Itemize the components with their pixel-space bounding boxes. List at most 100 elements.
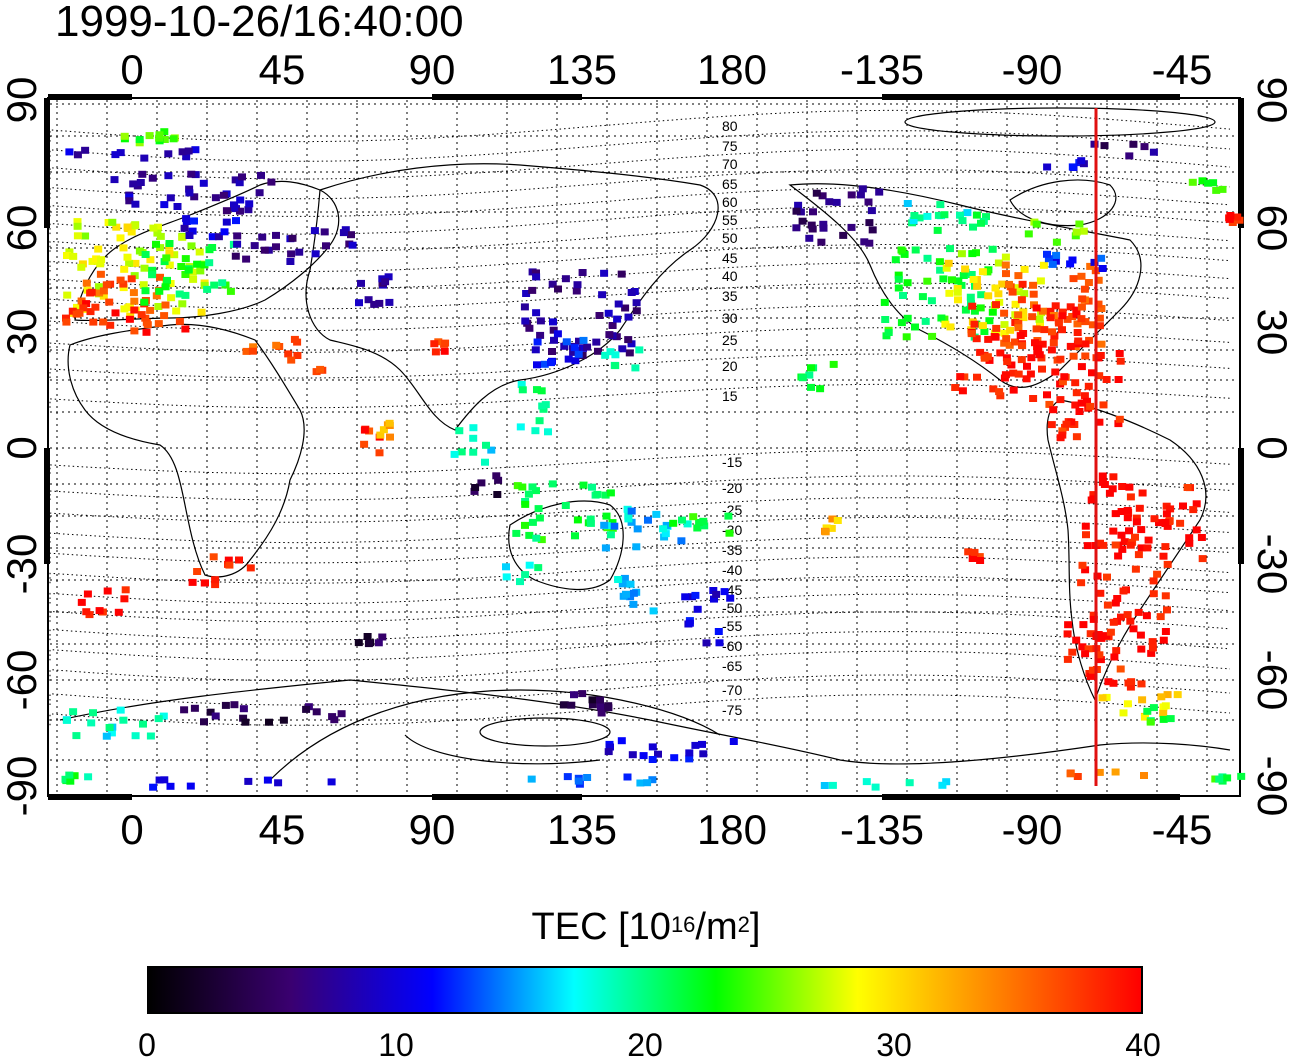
tec-pixel — [320, 228, 329, 236]
tec-pixel — [187, 242, 196, 250]
tec-pixel — [376, 431, 385, 439]
tec-pixel — [81, 146, 90, 154]
tec-pixel — [1014, 272, 1023, 280]
tec-pixel — [1009, 369, 1018, 377]
tec-pixel — [618, 580, 627, 588]
tec-pixel — [985, 356, 994, 364]
tec-pixel — [1020, 290, 1029, 298]
tec-pixel — [948, 276, 956, 284]
tec-pixel — [169, 135, 178, 143]
tec-pixel — [1095, 314, 1104, 322]
tec-pixel — [327, 778, 336, 786]
tec-pixel — [218, 279, 227, 287]
tec-pixel — [532, 273, 541, 281]
tec-pixel — [525, 531, 534, 539]
tec-pixel — [712, 590, 721, 598]
tec-pixel — [1014, 319, 1023, 327]
tec-pixel — [130, 297, 139, 305]
tec-pixel — [994, 290, 1003, 298]
tec-pixel — [1072, 433, 1081, 441]
tec-pixel — [148, 271, 157, 279]
tec-pixel — [648, 756, 657, 763]
tec-pixel — [532, 534, 541, 542]
tec-pixel — [208, 233, 217, 241]
tec-pixel — [1038, 365, 1046, 373]
tec-pixel — [945, 289, 954, 297]
tec-pixel — [588, 701, 597, 709]
tec-pixel — [170, 251, 179, 259]
tec-pixel — [574, 777, 583, 785]
tec-pixel — [1141, 713, 1149, 721]
colorbar-title: TEC [1016/m2] — [0, 905, 1292, 949]
tec-pixel — [1100, 481, 1109, 488]
tec-pixel — [1018, 342, 1027, 350]
tec-pixel — [605, 331, 614, 339]
tec-pixel — [123, 253, 132, 261]
tec-pixel — [152, 292, 161, 300]
tec-pixel — [726, 594, 735, 602]
tec-pixel — [954, 296, 962, 304]
tec-pixel — [978, 268, 987, 276]
tec-pixel — [983, 353, 992, 361]
tec-pixel — [699, 750, 708, 758]
contour-label: -20 — [722, 480, 742, 496]
tec-pixel — [1068, 163, 1077, 171]
tec-pixel — [143, 321, 152, 329]
contour-label: 60 — [722, 194, 738, 210]
tec-pixel — [1103, 601, 1112, 609]
tec-pixel — [69, 708, 78, 716]
tec-pixel — [1094, 276, 1103, 284]
tec-pixel — [1062, 420, 1071, 428]
tec-pixel — [455, 427, 464, 435]
tec-pixel — [1014, 324, 1023, 332]
tec-pixel — [310, 227, 319, 235]
tec-pixel — [1125, 152, 1134, 160]
colorbar-tick-label: 10 — [378, 1027, 414, 1063]
tec-pixel — [1077, 315, 1086, 323]
tec-pixel — [1048, 328, 1056, 336]
tec-pixel — [611, 351, 620, 359]
tec-pixel — [1088, 321, 1097, 329]
tec-pixel — [379, 426, 388, 434]
contour-label: -40 — [722, 562, 742, 578]
tec-pixel — [578, 269, 587, 276]
tec-pixel — [1117, 613, 1125, 621]
tec-pixel — [1161, 628, 1170, 635]
contour-label: 80 — [722, 118, 738, 134]
tec-pixel — [209, 553, 218, 561]
tec-pixel — [1001, 371, 1010, 379]
coast-europe — [74, 180, 340, 322]
tec-pixel — [156, 232, 165, 240]
lon-tick-bottom: 135 — [547, 806, 617, 853]
lon-tick-bottom: -45 — [1152, 806, 1213, 853]
tec-pixel — [586, 515, 595, 523]
tec-pixel — [1197, 534, 1206, 541]
tec-pixel — [1046, 314, 1055, 322]
tec-pixel — [1212, 186, 1221, 194]
tec-pixel — [225, 561, 234, 569]
tec-pixel — [95, 289, 104, 297]
contour-line — [49, 353, 1231, 379]
tec-pixel — [62, 314, 70, 322]
contour-line — [49, 556, 1231, 584]
tec-pixel — [533, 361, 541, 369]
tec-pixel — [534, 505, 543, 513]
tec-pixel — [1086, 672, 1095, 680]
tec-pixel — [1034, 345, 1043, 352]
tec-pixel — [123, 223, 132, 231]
tec-pixel — [610, 522, 619, 530]
coast-south-america — [1046, 399, 1207, 702]
tec-pixel — [1014, 288, 1023, 296]
tec-pixel — [627, 507, 636, 515]
tec-pixel — [471, 484, 480, 491]
tec-pixel — [1079, 621, 1088, 629]
tec-pixel — [536, 331, 545, 339]
tec-pixel — [107, 729, 116, 737]
tec-pixel — [188, 578, 197, 586]
tec-pixel — [1204, 179, 1213, 187]
tec-pixel — [991, 284, 1000, 292]
tec-pixel — [1114, 420, 1123, 428]
tec-pixel — [1095, 372, 1104, 380]
tec-pixel — [1077, 272, 1086, 280]
tec-pixel — [1063, 655, 1072, 663]
